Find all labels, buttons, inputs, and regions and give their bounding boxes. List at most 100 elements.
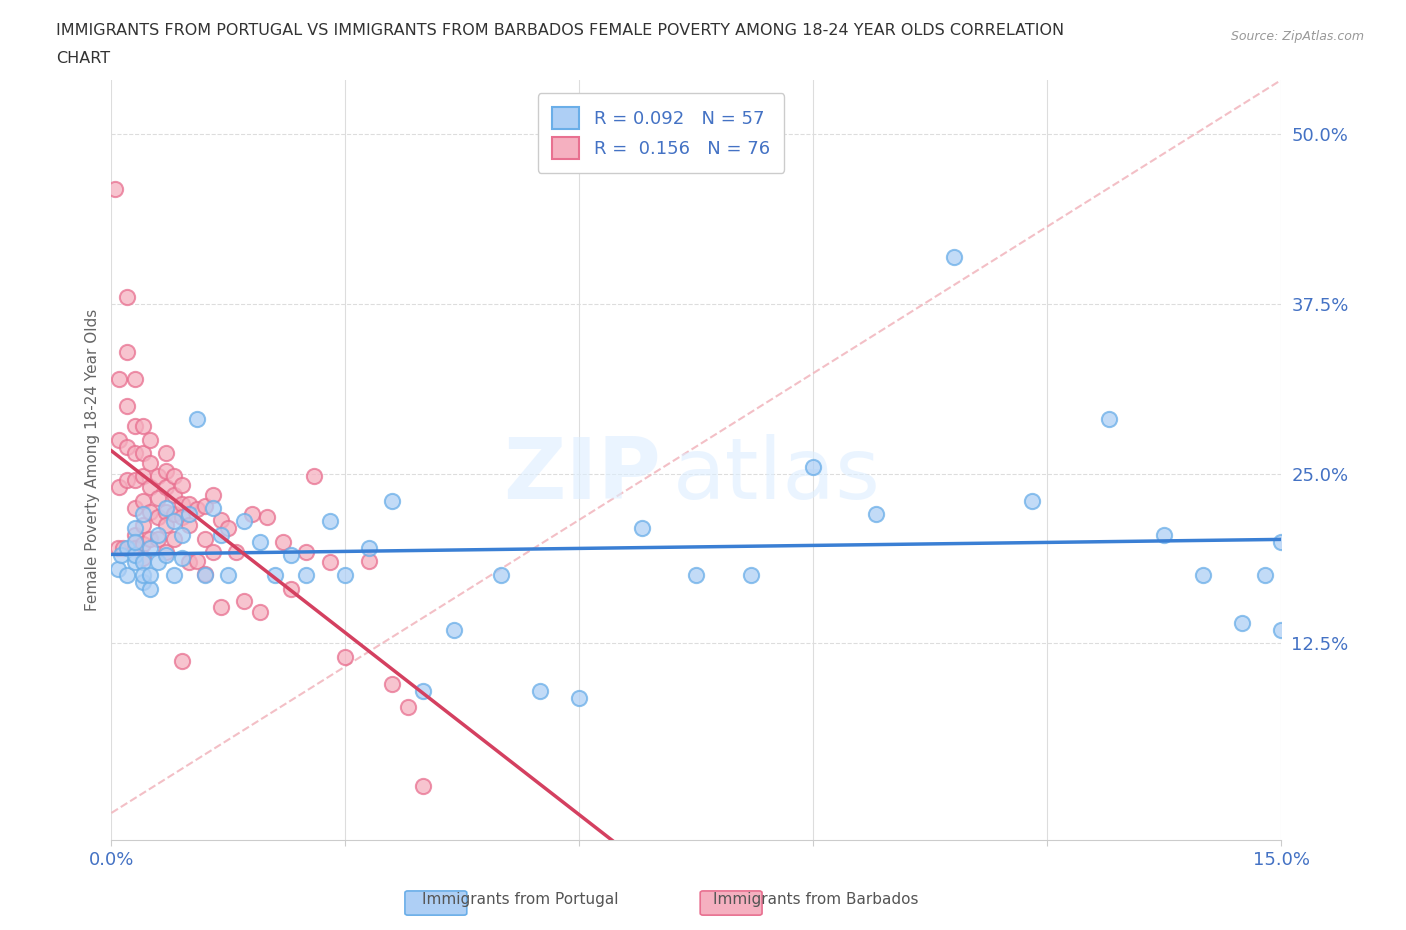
Point <box>194 531 217 546</box>
Point <box>131 445 153 460</box>
Point <box>491 568 513 583</box>
Point <box>170 551 193 565</box>
Point <box>163 488 186 503</box>
Point <box>139 568 162 583</box>
Point <box>131 507 153 522</box>
Point <box>1192 568 1215 583</box>
Point <box>163 568 186 583</box>
Point <box>412 778 434 793</box>
Point <box>295 545 318 560</box>
Point <box>108 371 131 386</box>
Point <box>209 599 232 614</box>
Text: Immigrants from Portugal: Immigrants from Portugal <box>422 892 619 907</box>
Point <box>201 500 224 515</box>
Text: ZIP: ZIP <box>503 433 661 517</box>
Point <box>108 480 131 495</box>
Point <box>148 510 170 525</box>
Point <box>155 504 177 519</box>
Point <box>131 551 153 565</box>
Point <box>131 469 153 484</box>
Point <box>240 507 263 522</box>
Point <box>148 531 170 546</box>
Point <box>170 510 193 525</box>
Point <box>131 518 153 533</box>
Point <box>217 568 239 583</box>
Point <box>115 568 138 583</box>
Point <box>108 432 131 447</box>
Point <box>1254 568 1277 583</box>
Point <box>139 531 162 546</box>
Point <box>148 469 170 484</box>
Point <box>412 684 434 698</box>
Point <box>335 649 357 664</box>
Point <box>319 554 342 569</box>
Point <box>131 537 153 551</box>
Point <box>357 553 380 568</box>
Point <box>131 568 153 583</box>
Point <box>148 527 170 542</box>
Point <box>179 496 201 511</box>
Point <box>443 622 465 637</box>
Point <box>155 548 177 563</box>
Point <box>163 513 186 528</box>
Point <box>335 568 357 583</box>
Point <box>529 684 551 698</box>
Point <box>124 418 146 433</box>
Point <box>1021 494 1043 509</box>
Point <box>170 527 193 542</box>
Point <box>1270 622 1292 637</box>
Point <box>155 445 177 460</box>
Point <box>155 545 177 560</box>
Point <box>201 545 224 560</box>
Point <box>186 412 208 427</box>
Point <box>107 561 129 576</box>
Point <box>381 494 404 509</box>
Point <box>170 654 193 669</box>
Point <box>139 432 162 447</box>
Point <box>104 181 127 196</box>
Point <box>249 604 271 619</box>
Point <box>194 568 217 583</box>
Point <box>179 507 201 522</box>
Point <box>112 541 135 556</box>
Point <box>630 521 652 536</box>
Point <box>280 548 302 563</box>
Point <box>139 581 162 596</box>
Point <box>225 545 247 560</box>
Point <box>865 507 887 522</box>
Point <box>264 568 287 583</box>
Point <box>163 507 186 522</box>
Point <box>249 534 271 549</box>
Point <box>271 534 294 549</box>
Point <box>295 568 318 583</box>
Point <box>256 510 278 525</box>
Point <box>209 512 232 527</box>
Point <box>107 541 129 556</box>
Point <box>186 553 208 568</box>
Text: Immigrants from Barbados: Immigrants from Barbados <box>713 892 918 907</box>
Point <box>186 501 208 516</box>
Point <box>131 575 153 590</box>
Point <box>396 699 419 714</box>
Point <box>139 456 162 471</box>
Point <box>115 398 138 413</box>
Point <box>1270 534 1292 549</box>
Point <box>1153 527 1175 542</box>
Point <box>115 473 138 488</box>
Point <box>194 566 217 581</box>
Point <box>115 541 138 556</box>
Point <box>685 568 707 583</box>
Point <box>155 480 177 495</box>
Point <box>319 513 342 528</box>
Point <box>194 498 217 513</box>
Point <box>148 491 170 506</box>
Point <box>131 494 153 509</box>
Point <box>148 554 170 569</box>
Point <box>942 249 965 264</box>
Point <box>170 477 193 492</box>
Point <box>1098 412 1121 427</box>
Text: Source: ZipAtlas.com: Source: ZipAtlas.com <box>1230 30 1364 43</box>
Point <box>357 541 380 556</box>
Point <box>740 568 762 583</box>
Point <box>131 554 153 569</box>
